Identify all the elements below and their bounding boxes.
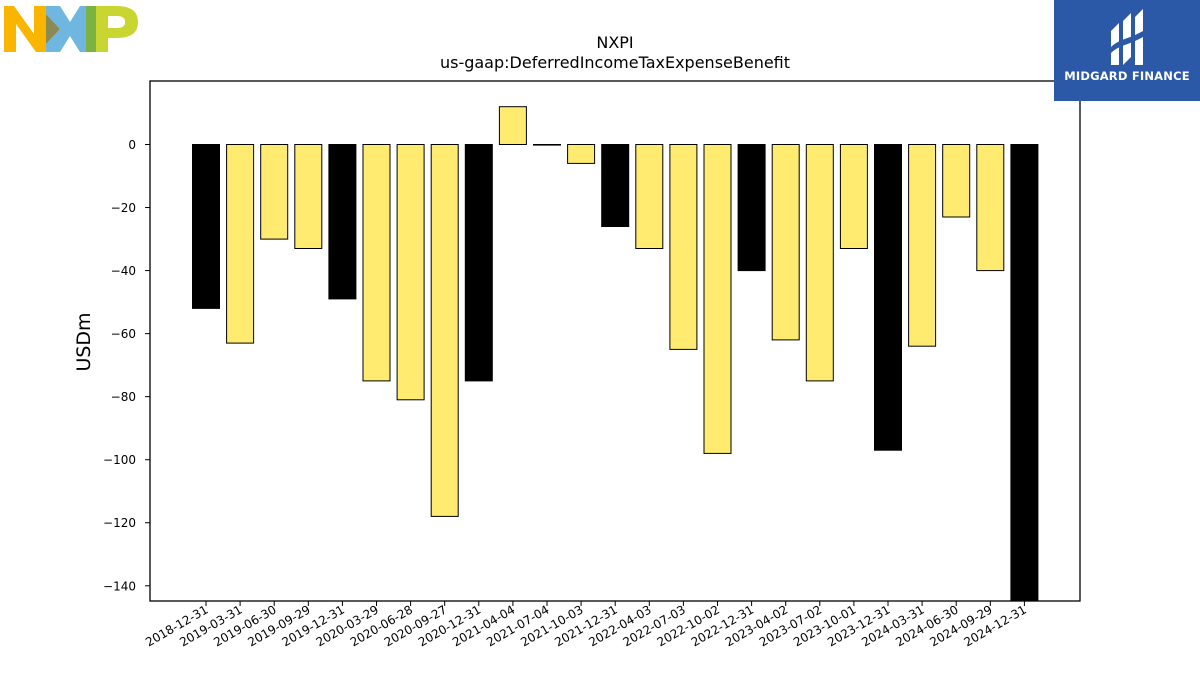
- chart-subtitle: us-gaap:DeferredIncomeTaxExpenseBenefit: [439, 53, 791, 72]
- bar-2019-03-31: [226, 144, 255, 344]
- bars-group: [192, 106, 1039, 601]
- bar-2021-10-03: [567, 144, 596, 164]
- y-tick-label: −100: [103, 453, 136, 467]
- bar-2022-07-03: [669, 144, 698, 350]
- bar-2019-09-29: [294, 144, 323, 249]
- bar-2020-06-28: [396, 144, 425, 401]
- y-axis-label: USDm: [73, 312, 95, 372]
- y-tick-label: −80: [111, 390, 136, 404]
- bar-2021-07-04: [533, 144, 561, 146]
- bar-2022-04-03: [635, 144, 664, 249]
- nxp-logo: [4, 4, 140, 58]
- bar-2021-04-04: [498, 106, 527, 145]
- bar-2022-10-02: [703, 144, 732, 454]
- y-tick-label: −60: [111, 327, 136, 341]
- bar-2024-06-30: [942, 144, 971, 218]
- bar-2024-09-29: [976, 144, 1005, 272]
- bar-2020-03-29: [362, 144, 391, 382]
- brand-name: MIDGARD FINANCE: [1064, 69, 1190, 83]
- midgard-mark-icon: [1111, 9, 1143, 65]
- bar-2018-12-31: [192, 144, 220, 309]
- bar-2024-12-31: [1010, 144, 1039, 601]
- bar-2023-12-31: [874, 144, 902, 451]
- bar-2024-03-31: [908, 144, 937, 347]
- bar-2023-04-02: [771, 144, 800, 341]
- y-tick-label: 0: [128, 138, 136, 152]
- y-tick-label: −120: [103, 516, 136, 530]
- bar-2019-12-31: [328, 144, 357, 300]
- bar-2023-10-01: [839, 144, 868, 249]
- bar-2022-12-31: [737, 144, 766, 272]
- y-tick-label: −40: [111, 264, 136, 278]
- bar-2020-09-27: [430, 144, 459, 517]
- bar-2019-06-30: [260, 144, 289, 240]
- y-axis-ticks: 0 −20 −40 −60 −80 −100 −120 −140: [103, 138, 150, 593]
- bar-2020-12-31: [464, 144, 493, 382]
- y-tick-label: −140: [103, 579, 136, 593]
- x-axis-ticks: 2018-12-312019-03-312019-06-302019-09-29…: [143, 601, 1029, 649]
- y-tick-label: −20: [111, 201, 136, 215]
- midgard-finance-logo: MIDGARD FINANCE: [1054, 0, 1200, 101]
- chart-title: NXPI: [596, 33, 634, 52]
- bar-2021-12-31: [601, 144, 630, 227]
- bar-2023-07-02: [805, 144, 834, 382]
